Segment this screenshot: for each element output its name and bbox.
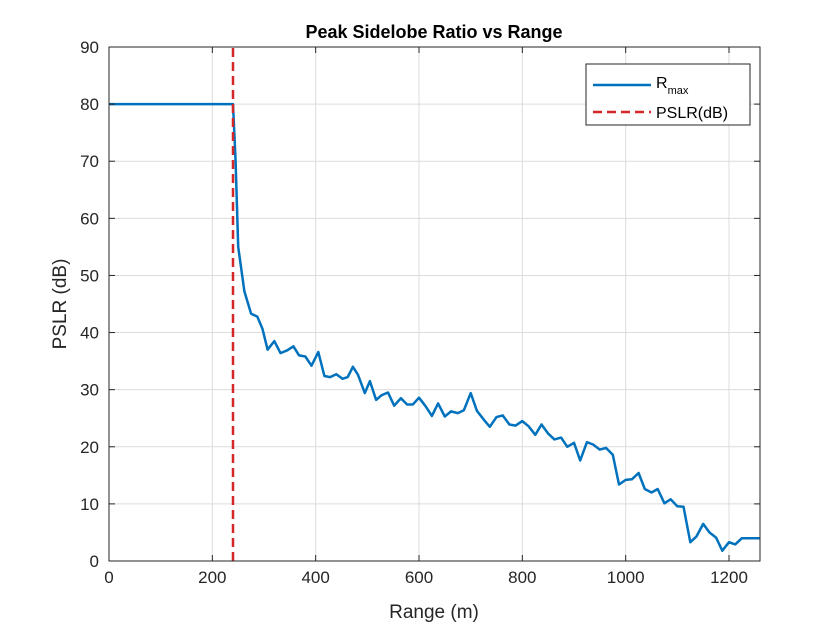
x-tick-label: 0 [104, 568, 113, 587]
y-axis-label: PSLR (dB) [50, 259, 71, 350]
x-tick-label: 400 [301, 568, 329, 587]
series-line-rmax [109, 102, 760, 552]
plot-area [109, 47, 760, 561]
legend-label-rmax-subscript: max [668, 85, 689, 97]
series-lines [109, 47, 760, 561]
legend-box [585, 63, 751, 126]
x-tick-label: 1000 [607, 568, 645, 587]
y-tick-label: 20 [80, 438, 99, 457]
legend-label-rmax: Rmax [656, 75, 689, 97]
y-tick-label: 0 [90, 552, 99, 571]
y-tick-label: 30 [80, 381, 99, 400]
x-axis-label: Range (m) [389, 602, 479, 623]
x-tick-label: 600 [405, 568, 433, 587]
y-tick-label: 40 [80, 324, 99, 343]
grid [109, 47, 760, 561]
x-tick-label: 800 [508, 568, 536, 587]
y-tick-label: 60 [80, 209, 99, 228]
legend-label-rmax-main: R [656, 75, 668, 92]
tick-labels: 0 200 400 600 800 1000 1200 0 10 20 30 40 50 60 70 80 90 [80, 38, 748, 587]
ticks [108, 46, 760, 562]
legend-label-pslr: PSLR(dB) [656, 105, 728, 122]
y-tick-label: 90 [80, 38, 99, 57]
x-tick-label: 200 [198, 568, 226, 587]
legend: Rmax PSLR(dB) [585, 63, 751, 126]
axes-box [108, 46, 761, 562]
y-tick-label: 80 [80, 95, 99, 114]
y-tick-label: 10 [80, 495, 99, 514]
y-tick-label: 70 [80, 152, 99, 171]
x-tick-label: 1200 [710, 568, 748, 587]
chart-title: Peak Sidelobe Ratio vs Range [305, 22, 562, 42]
y-tick-label: 50 [80, 266, 99, 285]
